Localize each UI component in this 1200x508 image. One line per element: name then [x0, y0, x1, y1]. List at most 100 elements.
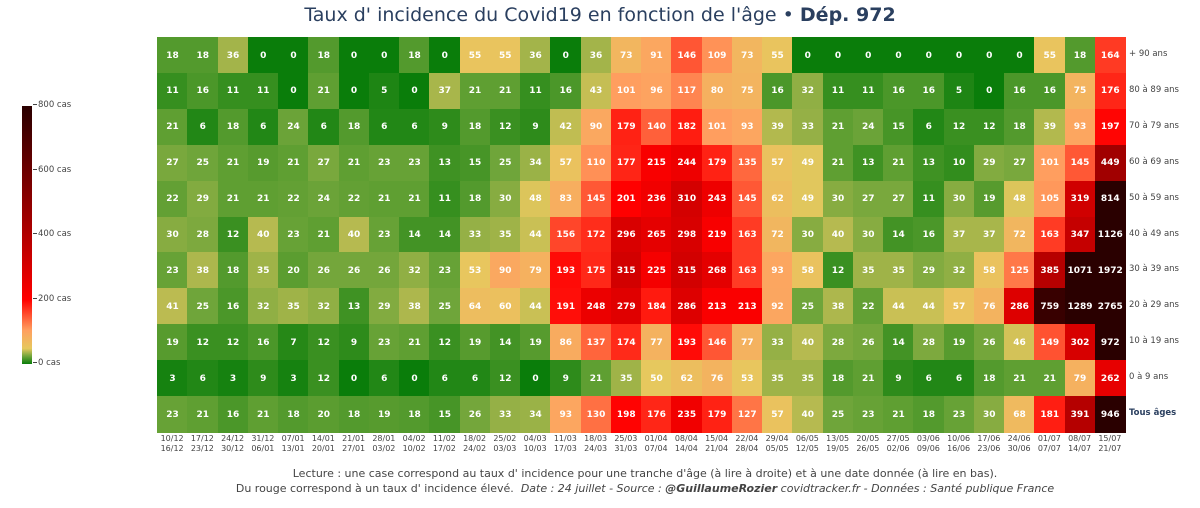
heatmap-cell: 225	[641, 252, 672, 290]
heatmap-cell: 174	[610, 324, 642, 362]
x-tick-end: 23/12	[190, 444, 214, 453]
x-tick-start: 08/07	[1068, 434, 1092, 443]
heatmap-cell: 6	[308, 108, 340, 146]
heatmap-cell: 15	[429, 396, 461, 434]
heatmap-cell: 236	[641, 180, 672, 218]
heatmap-cell: 22	[278, 180, 309, 218]
row-label: + 90 ans	[1129, 48, 1168, 59]
x-tick-label: 08/07 14/07	[1065, 434, 1095, 454]
heatmap-cell: 21	[308, 216, 340, 254]
heatmap-cell: 146	[701, 324, 733, 362]
heatmap-cell: 11	[217, 72, 249, 110]
heatmap-cell: 347	[1064, 216, 1096, 254]
heatmap-cell: 72	[762, 216, 793, 254]
heatmap-cell: 972	[1094, 324, 1126, 362]
x-tick-end: 17/03	[553, 444, 577, 453]
heatmap-cell: 179	[610, 108, 642, 146]
heatmap-cell: 26	[338, 252, 370, 290]
heatmap-cell: 244	[671, 144, 703, 182]
x-tick-end: 26/05	[856, 444, 880, 453]
heatmap-cell: 16	[913, 216, 945, 254]
heatmap-cell: 21	[822, 144, 854, 182]
heatmap-cell: 0	[973, 72, 1005, 110]
heatmap: 18 18 36 0 0 18 0 0 18 0 55 55 36 0 36 73 91 146 109 73 55 0 0…	[157, 37, 1126, 434]
heatmap-cell: 149	[1034, 324, 1066, 362]
heatmap-cell: 27	[308, 144, 340, 182]
heatmap-cell: 0	[852, 37, 884, 74]
x-tick-label: 13/05 19/05	[823, 434, 853, 454]
heatmap-cell: 265	[641, 216, 672, 254]
heatmap-cell: 0	[792, 37, 824, 74]
heatmap-cell: 13	[913, 144, 945, 182]
heatmap-cell: 117	[671, 72, 703, 110]
title-department: Dép. 972	[799, 4, 896, 26]
title-main: Taux d' incidence du Covid19 en fonction…	[304, 4, 777, 26]
heatmap-cell: 3	[217, 360, 249, 398]
heatmap-cell: 55	[762, 37, 793, 74]
x-tick-end: 14/04	[674, 444, 698, 453]
x-tick-start: 17/12	[190, 434, 214, 443]
heatmap-cell: 27	[157, 144, 188, 182]
heatmap-cell: 27	[883, 180, 914, 218]
heatmap-cell: 19	[520, 324, 551, 362]
heatmap-cell: 302	[1064, 324, 1096, 362]
x-tick-end: 16/06	[947, 444, 971, 453]
heatmap-cell: 14	[883, 216, 914, 254]
heatmap-cell: 176	[1094, 72, 1126, 110]
heatmap-cell: 29	[368, 288, 400, 326]
row-label: 50 à 59 ans	[1129, 192, 1179, 203]
x-tick-label: 03/06 09/06	[913, 434, 943, 454]
heatmap-cell: 101	[1034, 144, 1066, 182]
x-tick-end: 27/01	[342, 444, 366, 453]
x-tick-start: 10/12	[160, 434, 184, 443]
heatmap-cell: 32	[247, 288, 279, 326]
heatmap-cell: 55	[489, 37, 521, 74]
heatmap-cell: 60	[489, 288, 521, 326]
x-tick-end: 23/06	[977, 444, 1001, 453]
colorbar-tick: 200 cas	[33, 294, 71, 304]
heatmap-cell: 175	[580, 252, 612, 290]
heatmap-cell: 68	[1004, 396, 1035, 434]
heatmap-cell: 110	[580, 144, 612, 182]
heatmap-cell: 44	[520, 216, 551, 254]
heatmap-cell: 23	[278, 216, 309, 254]
heatmap-cell: 12	[489, 108, 521, 146]
heatmap-cell: 55	[1034, 37, 1066, 74]
heatmap-cell: 0	[822, 37, 854, 74]
x-tick-end: 24/03	[584, 444, 608, 453]
heatmap-cell: 38	[399, 288, 430, 326]
x-tick-start: 11/03	[553, 434, 577, 443]
heatmap-cell: 25	[792, 288, 824, 326]
heatmap-cell: 18	[399, 396, 430, 434]
x-tick-label: 06/05 12/05	[792, 434, 822, 454]
heatmap-cell: 109	[701, 37, 733, 74]
heatmap-cell: 6	[368, 360, 400, 398]
heatmap-cell: 50	[641, 360, 672, 398]
heatmap-cell: 140	[641, 108, 672, 146]
x-tick-end: 17/02	[432, 444, 456, 453]
heatmap-cell: 79	[520, 252, 551, 290]
x-tick-end: 14/07	[1068, 444, 1092, 453]
colorbar-tick: 400 cas	[33, 229, 71, 239]
x-tick-end: 21/04	[705, 444, 729, 453]
row-label: 10 à 19 ans	[1129, 336, 1179, 347]
heatmap-cell: 23	[368, 144, 400, 182]
heatmap-cell: 12	[217, 324, 249, 362]
heatmap-cell: 34	[520, 144, 551, 182]
heatmap-cell: 0	[973, 37, 1005, 74]
footer-reading-note: Lecture : une case correspond au taux d'…	[292, 467, 998, 480]
heatmap-cell: 41	[157, 288, 188, 326]
heatmap-cell: 30	[157, 216, 188, 254]
heatmap-cell: 201	[610, 180, 642, 218]
heatmap-cell: 0	[399, 360, 430, 398]
heatmap-cell: 18	[338, 108, 370, 146]
x-tick-end: 19/05	[826, 444, 850, 453]
heatmap-cell: 137	[580, 324, 612, 362]
heatmap-cell: 12	[943, 108, 975, 146]
x-tick-start: 25/03	[614, 434, 638, 443]
footer-source: Du rouge correspond à un taux d' inciden…	[0, 482, 1200, 495]
heatmap-cell: 315	[610, 252, 642, 290]
x-tick-start: 07/01	[281, 434, 305, 443]
heatmap-cell: 21	[338, 144, 370, 182]
heatmap-cell: 268	[701, 252, 733, 290]
